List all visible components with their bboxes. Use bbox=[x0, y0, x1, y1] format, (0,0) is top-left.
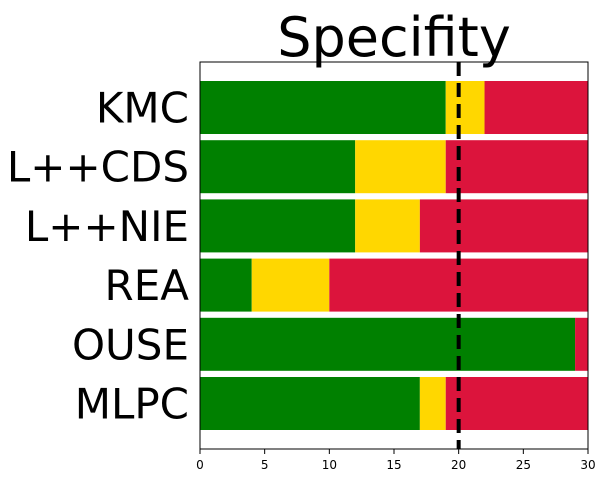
category-label: OUSE bbox=[72, 320, 189, 369]
bar-segment-rea-1 bbox=[251, 258, 330, 312]
x-tick-label: 0 bbox=[196, 458, 204, 472]
category-label: L++CDS bbox=[7, 143, 189, 192]
x-tick-label: 5 bbox=[261, 458, 269, 472]
bar-segment-ouse-0 bbox=[200, 317, 576, 371]
bar-segment-ouse-2 bbox=[575, 317, 588, 371]
category-label: KMC bbox=[96, 84, 189, 133]
bar-segment-lnie-1 bbox=[355, 199, 420, 253]
bar-segment-lcds-0 bbox=[200, 140, 356, 194]
plot-frame bbox=[199, 61, 589, 450]
bar-segment-kmc-0 bbox=[200, 81, 446, 134]
x-tick-label: 15 bbox=[386, 458, 401, 472]
category-label: REA bbox=[105, 261, 190, 310]
bar-segment-mlpc-0 bbox=[200, 377, 420, 430]
bar-segment-lcds-1 bbox=[355, 140, 446, 194]
x-tick-label: 25 bbox=[516, 458, 531, 472]
category-label: MLPC bbox=[75, 380, 189, 429]
bar-segment-kmc-2 bbox=[484, 81, 588, 134]
x-axis-ticks: 0 5 10 15 20 25 30 bbox=[196, 449, 596, 472]
bar-segment-lnie-2 bbox=[419, 199, 588, 253]
bar-segment-rea-0 bbox=[200, 258, 252, 312]
chart-title: Specifity bbox=[277, 6, 511, 69]
bar-segment-mlpc-2 bbox=[445, 377, 588, 430]
bars-group bbox=[200, 81, 588, 430]
bar-segment-lcds-2 bbox=[445, 140, 588, 194]
x-tick-label: 30 bbox=[580, 458, 595, 472]
category-label: L++NIE bbox=[25, 202, 189, 251]
bar-segment-mlpc-1 bbox=[419, 377, 446, 430]
x-tick-label: 20 bbox=[451, 458, 466, 472]
bar-segment-kmc-1 bbox=[445, 81, 485, 134]
bar-segment-lnie-0 bbox=[200, 199, 356, 253]
category-labels: KMC L++CDS L++NIE REA OUSE MLPC bbox=[7, 84, 189, 429]
x-tick-label: 10 bbox=[322, 458, 337, 472]
